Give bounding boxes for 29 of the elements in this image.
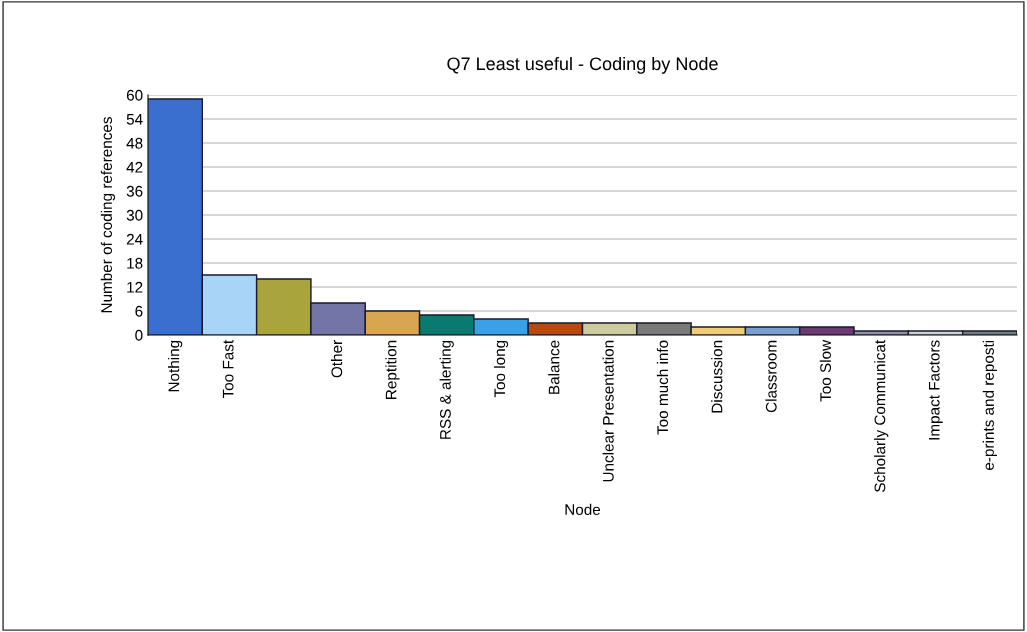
x-tick-label: Impact Factors <box>928 340 943 440</box>
x-tick-label: Too Fast <box>222 339 234 399</box>
x-tick-label: Unclear Presentation <box>602 340 614 482</box>
x-tick-label: Scholarly Communicat <box>874 339 889 492</box>
x-tick-label: Classroom <box>765 340 777 413</box>
x-tick-label: e-prints and reposti <box>982 340 997 470</box>
y-tick-label: 12 <box>127 281 143 293</box>
y-tick-label: 6 <box>135 305 143 317</box>
chart-title: Q7 Least useful - Coding by Node <box>447 56 718 74</box>
x-tick-label: Balance <box>548 340 560 394</box>
y-tick-label: 36 <box>126 185 143 197</box>
y-tick-label: 18 <box>127 257 143 269</box>
y-tick-label: 24 <box>126 233 143 245</box>
x-tick-label: Other <box>330 340 343 378</box>
y-tick-label: 48 <box>126 137 143 149</box>
x-tick-label: Too long <box>493 340 509 398</box>
y-tick-label: 60 <box>126 89 143 101</box>
y-axis-title: Number of coding references <box>100 117 116 313</box>
x-tick-label: Too Slow <box>819 339 832 402</box>
x-axis-title: Node <box>565 503 601 516</box>
x-tick-label: Too much info <box>656 340 669 435</box>
x-tick-label: Discussion <box>711 340 723 413</box>
x-tick-label: RSS & alerting <box>439 340 454 439</box>
y-tick-label: 42 <box>126 161 143 173</box>
x-tick-label: Nothing <box>168 340 183 392</box>
y-tick-label: 30 <box>126 209 143 221</box>
y-tick-label: 54 <box>126 114 143 125</box>
y-tick-label: 0 <box>135 329 143 341</box>
x-tick-label: Reptition <box>385 340 400 399</box>
